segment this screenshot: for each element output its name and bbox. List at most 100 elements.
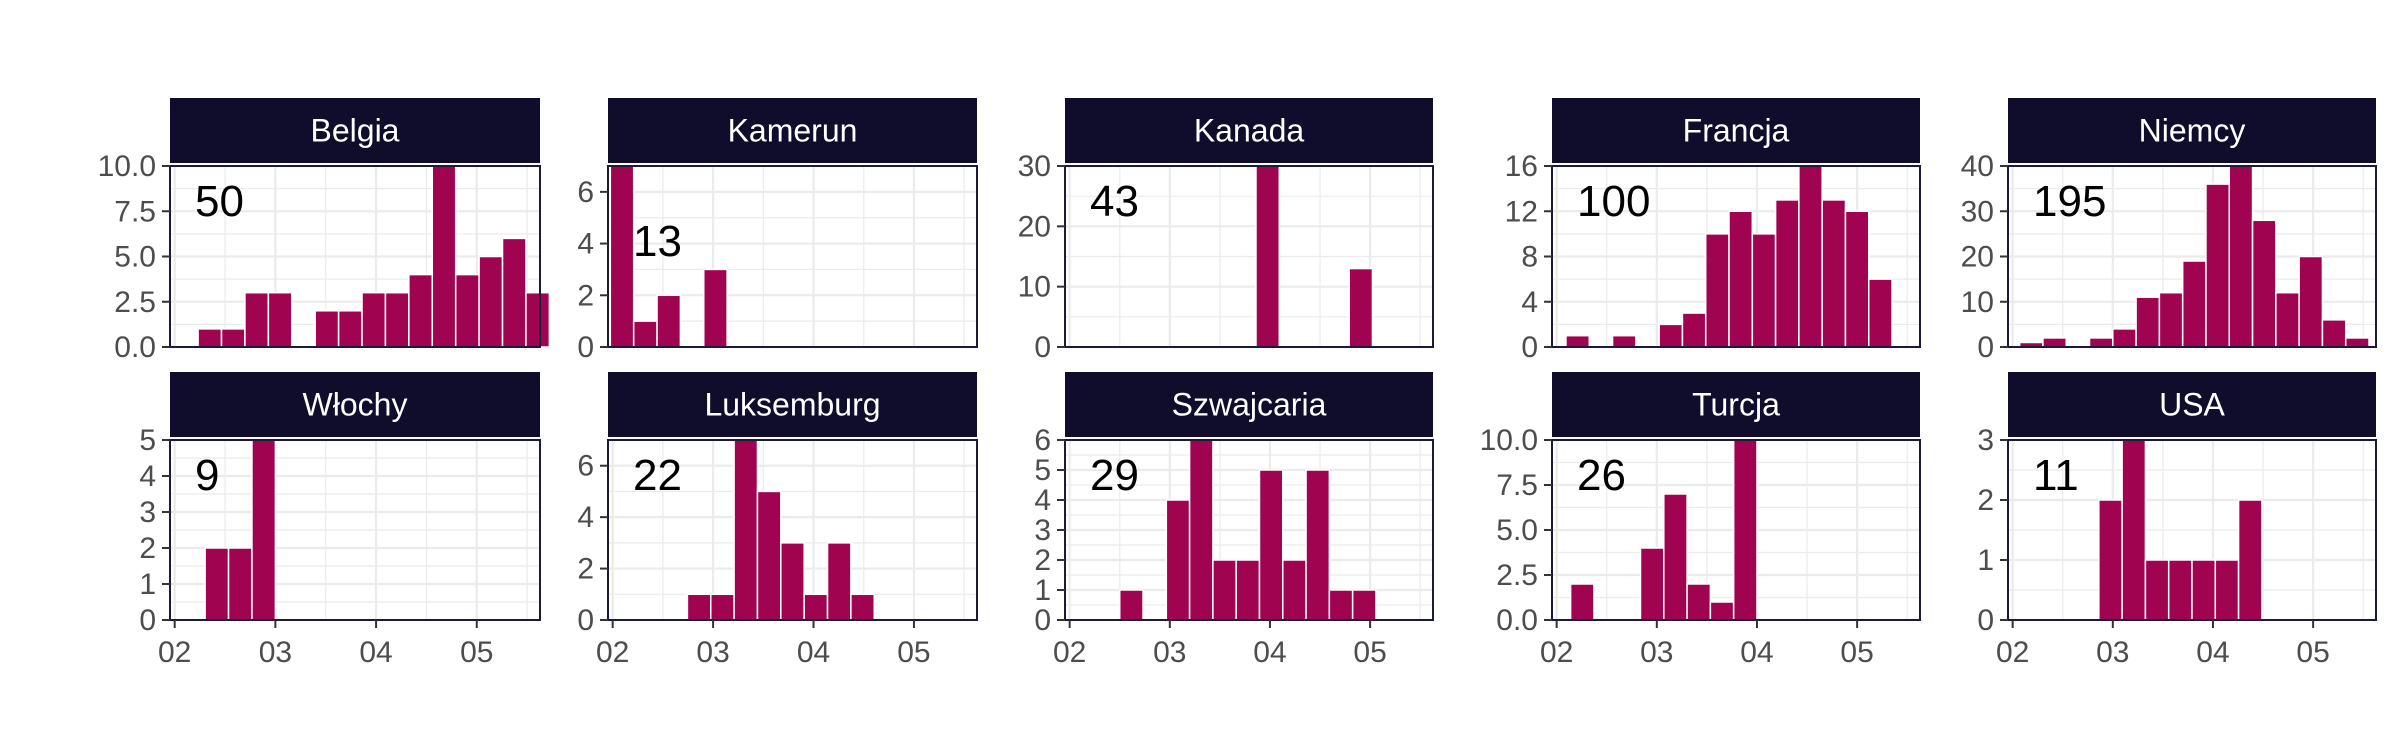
y-tick-label: 0 bbox=[577, 331, 594, 364]
bar bbox=[1663, 493, 1688, 621]
panel-border bbox=[607, 165, 978, 348]
bar bbox=[703, 268, 728, 348]
x-tick-label: 03 bbox=[2096, 636, 2129, 669]
bar bbox=[1732, 439, 1758, 621]
facet-panel-kanada: Kanada 43 0 10 20 30 bbox=[1018, 98, 1434, 364]
bar bbox=[2135, 296, 2161, 348]
y-tick-label: 3 bbox=[1034, 514, 1051, 547]
y-tick-label: 4 bbox=[1521, 286, 1538, 319]
facet-label: Włochy bbox=[303, 387, 408, 423]
bar bbox=[361, 291, 387, 348]
y-tick-label: 4 bbox=[1034, 484, 1051, 517]
bar bbox=[632, 320, 658, 348]
bar bbox=[1348, 267, 1374, 348]
bar bbox=[251, 439, 277, 621]
bar bbox=[1868, 278, 1893, 348]
facet-strip bbox=[1552, 372, 1920, 437]
total-count-label: 29 bbox=[1090, 451, 1139, 500]
x-tick-label: 04 bbox=[797, 636, 830, 669]
y-tick-label: 5.0 bbox=[1496, 514, 1538, 547]
y-tick-label: 0 bbox=[139, 604, 156, 637]
bar bbox=[2321, 319, 2347, 348]
y-tick-label: 2 bbox=[577, 553, 594, 586]
x-tick-label: 04 bbox=[1740, 636, 1773, 669]
bar bbox=[314, 310, 340, 348]
y-tick-label: 2 bbox=[139, 532, 156, 565]
y-tick-label: 10.0 bbox=[1480, 424, 1538, 457]
y-tick-label: 0 bbox=[577, 604, 594, 637]
y-tick-label: 12 bbox=[1505, 195, 1538, 228]
bar bbox=[501, 237, 527, 348]
y-tick-label: 2 bbox=[1034, 544, 1051, 577]
y-tick-label: 7.5 bbox=[1496, 469, 1538, 502]
y-tick-label: 0 bbox=[1521, 331, 1538, 364]
x-tick-label: 02 bbox=[1996, 636, 2029, 669]
total-count-label: 11 bbox=[2033, 451, 2079, 500]
total-count-label: 22 bbox=[633, 451, 682, 500]
facet-strip bbox=[2008, 98, 2376, 163]
facet-panel-niemcy: Niemcy 195 0 10 20 30 40 bbox=[1961, 98, 2377, 364]
y-tick-label: 2 bbox=[577, 279, 594, 312]
bar bbox=[1569, 583, 1595, 621]
y-tick-label: 4 bbox=[577, 501, 594, 534]
x-tick-label: 02 bbox=[1053, 636, 1086, 669]
bar bbox=[2121, 439, 2147, 621]
panel-border bbox=[607, 439, 978, 621]
x-tick-label: 05 bbox=[1840, 636, 1873, 669]
y-tick-label: 5 bbox=[139, 424, 156, 457]
facet-panel-usa: USA 11 0 1 2 3 02 03 04 05 bbox=[1977, 372, 2377, 669]
bar bbox=[2144, 559, 2170, 621]
bar bbox=[2228, 165, 2254, 348]
facet-strip bbox=[1552, 98, 1920, 163]
bar bbox=[2298, 255, 2324, 348]
y-tick-label: 2.5 bbox=[114, 286, 156, 319]
facet-label: Belgia bbox=[311, 113, 400, 149]
bar bbox=[1639, 547, 1665, 621]
bar bbox=[1658, 323, 1684, 348]
bar bbox=[1704, 233, 1730, 348]
bar bbox=[220, 328, 246, 348]
x-tick-label: 05 bbox=[460, 636, 493, 669]
y-tick-label: 1 bbox=[1034, 574, 1051, 607]
bar bbox=[1258, 469, 1284, 621]
y-tick-label: 0 bbox=[1977, 331, 1994, 364]
facet-strip bbox=[170, 372, 540, 437]
bar bbox=[2167, 559, 2193, 621]
bar bbox=[1774, 199, 1800, 348]
bar bbox=[1118, 589, 1144, 621]
y-tick-label: 30 bbox=[1961, 195, 1994, 228]
y-tick-label: 3 bbox=[139, 496, 156, 529]
y-tick-label: 5.0 bbox=[114, 241, 156, 274]
bar bbox=[2098, 499, 2123, 621]
x-tick-label: 02 bbox=[596, 636, 629, 669]
x-tick-label: 04 bbox=[359, 636, 392, 669]
bar bbox=[1305, 469, 1331, 621]
x-tick-label: 04 bbox=[2196, 636, 2229, 669]
y-tick-label: 0.0 bbox=[114, 331, 156, 364]
y-tick-label: 10.0 bbox=[98, 150, 156, 183]
y-tick-label: 10 bbox=[1961, 286, 1994, 319]
y-tick-label: 10 bbox=[1018, 271, 1051, 304]
facet-label: Luksemburg bbox=[704, 387, 880, 423]
panel-border bbox=[169, 439, 541, 621]
y-tick-label: 6 bbox=[1034, 424, 1051, 457]
total-count-label: 50 bbox=[195, 177, 244, 226]
bar bbox=[227, 547, 253, 621]
bar bbox=[2214, 559, 2240, 621]
bar bbox=[2237, 499, 2263, 621]
bar bbox=[2112, 328, 2137, 348]
facet-strip bbox=[1065, 98, 1433, 163]
bar bbox=[431, 165, 457, 348]
x-tick-label: 03 bbox=[259, 636, 292, 669]
facet-strip bbox=[1065, 372, 1433, 437]
bar bbox=[525, 291, 551, 348]
bar bbox=[2191, 559, 2217, 621]
x-tick-label: 05 bbox=[897, 636, 930, 669]
x-tick-label: 04 bbox=[1253, 636, 1286, 669]
y-tick-label: 20 bbox=[1961, 241, 1994, 274]
bar bbox=[337, 310, 363, 348]
bar bbox=[1611, 334, 1637, 348]
